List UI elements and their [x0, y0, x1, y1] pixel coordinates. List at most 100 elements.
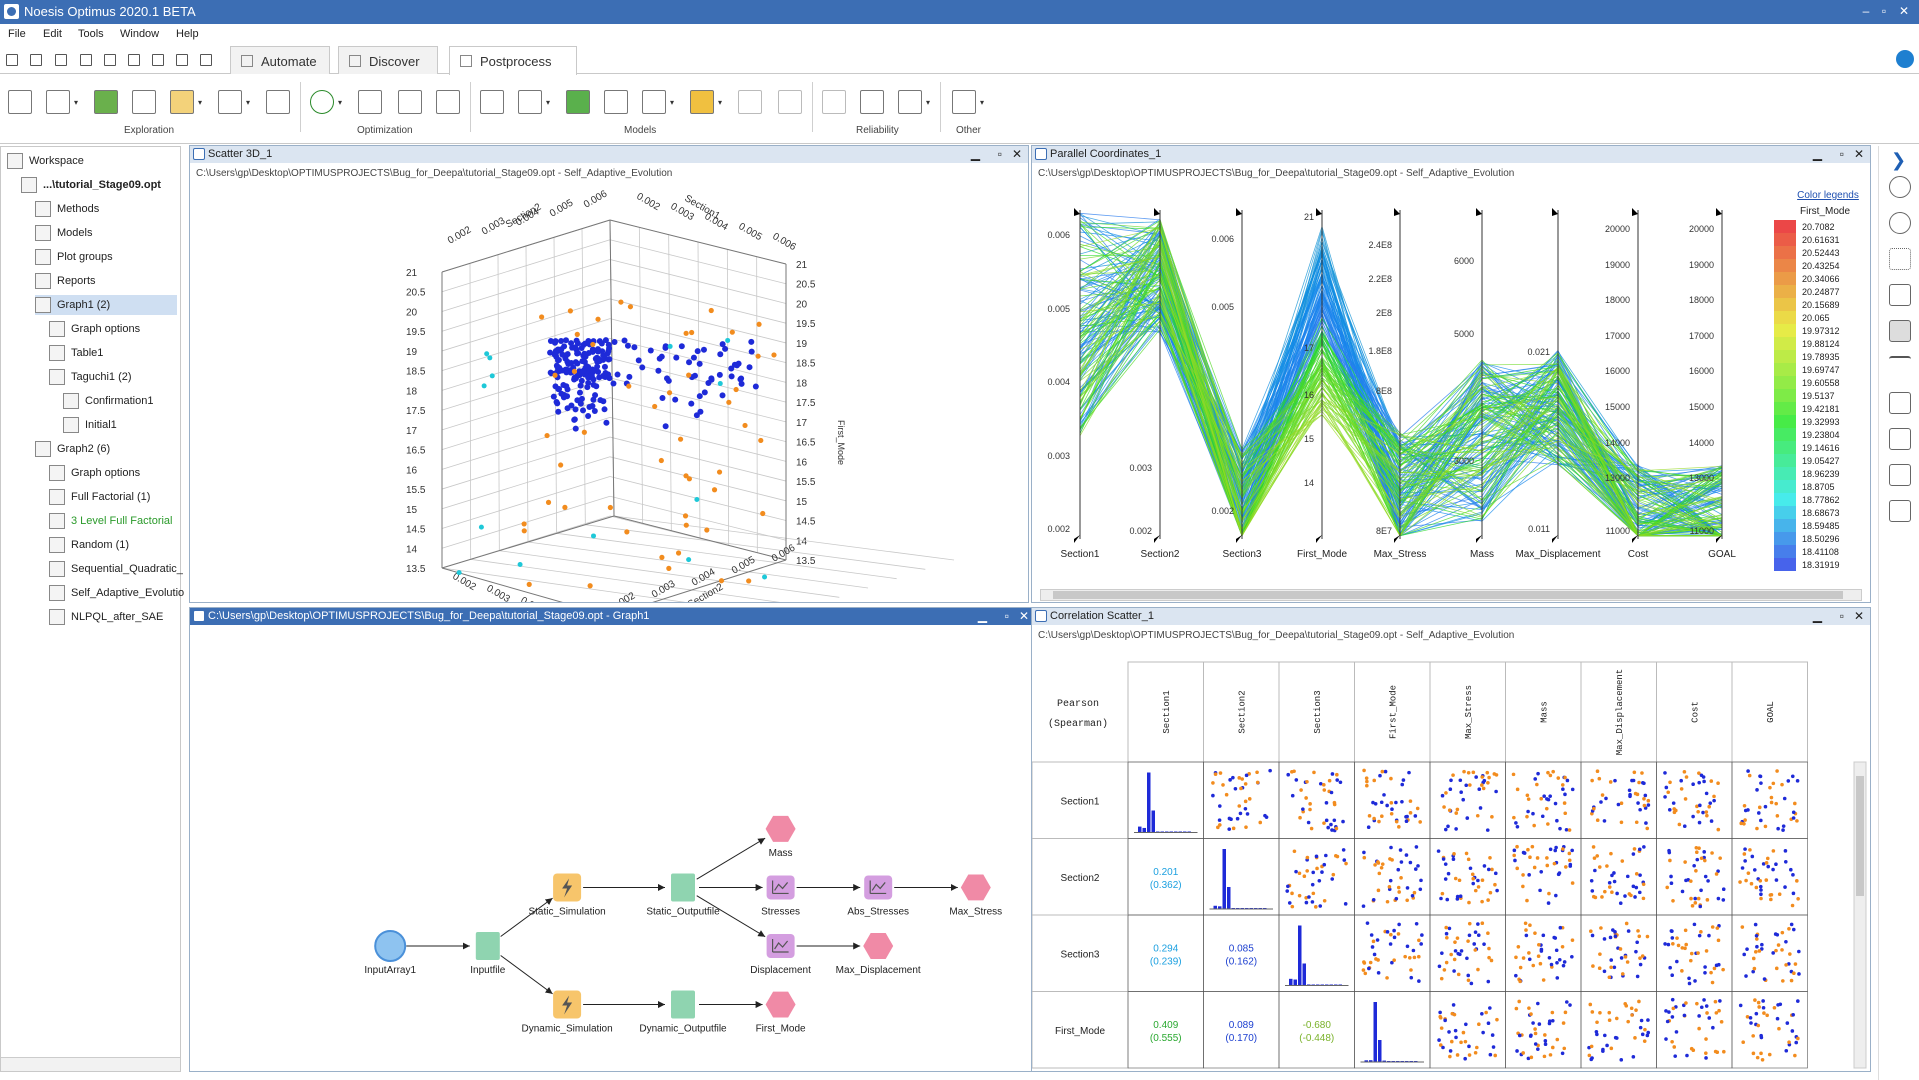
histogram-icon[interactable] [132, 90, 156, 114]
tree-item[interactable]: Confirmation1 [63, 391, 177, 411]
view-icon[interactable] [1889, 320, 1911, 342]
maximize-button[interactable]: ▫ [1881, 4, 1887, 18]
pan-icon[interactable] [1889, 284, 1911, 306]
open-folder-icon[interactable] [30, 54, 42, 66]
tree-item[interactable]: Workspace [7, 151, 177, 171]
model-table-icon[interactable] [566, 90, 590, 114]
tree-item[interactable]: 3 Level Full Factorial [49, 511, 177, 531]
menu-edit[interactable]: Edit [43, 28, 62, 40]
parallel-plot[interactable]: Section1 Section2 Section3 First_Mode Max_St… [1032, 184, 1870, 584]
menu-file[interactable]: File [8, 28, 26, 40]
tree-item[interactable]: Self_Adaptive_Evolutio [49, 583, 184, 603]
tree-item[interactable]: Full Factorial (1) [49, 487, 177, 507]
select-icon[interactable] [1889, 248, 1911, 270]
tree-item[interactable]: Reports [35, 271, 177, 291]
menu-tools[interactable]: Tools [78, 28, 104, 40]
copy-icon[interactable] [176, 54, 188, 66]
close-button[interactable]: ✕ [1898, 4, 1910, 18]
pareto-icon[interactable] [358, 90, 382, 114]
tree-item[interactable]: NLPQL_after_SAE [49, 607, 177, 627]
paint-icon[interactable] [1889, 392, 1911, 414]
reliability-scatter-icon[interactable] [898, 90, 922, 114]
close-panel-button[interactable]: ✕ [1011, 147, 1022, 161]
minimize-panel-button[interactable]: ▁ [1812, 609, 1822, 623]
gauge-icon[interactable] [310, 90, 334, 114]
new-file-icon[interactable] [6, 54, 18, 66]
scatter-point [1455, 1053, 1460, 1057]
scatter-icon[interactable] [218, 90, 242, 114]
minimize-panel-button[interactable]: ▁ [1812, 147, 1822, 161]
paste-icon[interactable] [200, 54, 212, 66]
scatter-point [1789, 867, 1793, 872]
close-panel-button[interactable]: ✕ [1853, 609, 1864, 623]
settings-icon[interactable] [152, 54, 164, 66]
reliability-bar-icon[interactable] [860, 90, 884, 114]
save-icon[interactable] [55, 54, 67, 66]
close-panel-button[interactable]: ✕ [1018, 609, 1029, 623]
maximize-panel-button[interactable]: ▫ [1839, 147, 1844, 161]
grid-line [726, 249, 730, 546]
tree-item[interactable]: Initial1 [63, 415, 177, 435]
tree-item[interactable]: Methods [35, 199, 177, 219]
tree-item[interactable]: Plot groups [35, 247, 177, 267]
tree-item[interactable]: Graph options [49, 463, 177, 483]
reliability-table-icon[interactable] [822, 90, 846, 114]
tree-node-icon [35, 273, 51, 289]
tab-discover[interactable]: Discover [338, 46, 438, 74]
residual-icon[interactable] [518, 90, 542, 114]
minimize-button[interactable]: – [1862, 4, 1870, 18]
scatter-3d-plot[interactable]: 212120.520.5202019.519.5191918.518.51818… [190, 180, 1028, 602]
minimize-panel-button[interactable]: ▁ [977, 609, 987, 623]
tree-item[interactable]: Models [35, 223, 177, 243]
surface-icon[interactable] [690, 90, 714, 114]
scrollbar-thumb[interactable] [1053, 591, 1843, 599]
bar-icon[interactable] [480, 90, 504, 114]
menu-help[interactable]: Help [176, 28, 199, 40]
model-3d-icon[interactable] [778, 90, 802, 114]
tab-automate[interactable]: Automate [230, 46, 330, 74]
tree-item[interactable]: Graph2 (6) [35, 439, 177, 459]
curve-icon[interactable] [642, 90, 666, 114]
minimize-panel-button[interactable]: ▁ [970, 147, 980, 161]
expand-icon[interactable]: ❯ [1891, 150, 1907, 170]
tree-item[interactable]: Random (1) [49, 535, 177, 555]
scatter-point [1487, 775, 1491, 780]
zoom-in-icon[interactable] [1889, 176, 1911, 198]
correlation-matrix[interactable]: Pearson(Spearman) Section1 Section2 Section… [1032, 644, 1870, 1072]
tree-item[interactable]: Taguchi1 (2) [49, 367, 177, 387]
tree-item[interactable]: Graph1 (2) [35, 295, 177, 315]
scatter-3d-icon[interactable] [266, 90, 290, 114]
horizontal-scrollbar[interactable] [1040, 589, 1862, 601]
model-line-icon[interactable] [738, 90, 762, 114]
layers-icon[interactable] [1889, 428, 1911, 450]
tree-item[interactable]: Table1 [49, 343, 177, 363]
maximize-panel-button[interactable]: ▫ [1839, 609, 1844, 623]
grid-icon[interactable] [604, 90, 628, 114]
optimization-hist-icon[interactable] [398, 90, 422, 114]
menu-icon[interactable] [1889, 356, 1911, 378]
tree-scrollbar[interactable] [1, 1057, 180, 1071]
menu-window[interactable]: Window [120, 28, 160, 40]
optimization-path-icon[interactable] [436, 90, 460, 114]
print-icon[interactable] [104, 54, 116, 66]
contour-icon[interactable] [170, 90, 194, 114]
table-icon[interactable] [8, 90, 32, 114]
maximize-panel-button[interactable]: ▫ [997, 147, 1002, 161]
tile-icon[interactable] [1889, 464, 1911, 486]
scatter-matrix-icon[interactable] [46, 90, 70, 114]
tree-item[interactable]: Sequential_Quadratic_ [49, 559, 183, 579]
scatter-point [1640, 1032, 1645, 1037]
brush-icon[interactable] [128, 54, 140, 66]
tree-item[interactable]: ...\tutorial_Stage09.opt [21, 175, 177, 195]
close-panel-button[interactable]: ✕ [1853, 147, 1864, 161]
workflow-node-label: InputArray1 [364, 965, 416, 976]
heatmap-icon[interactable] [94, 90, 118, 114]
maximize-panel-button[interactable]: ▫ [1004, 609, 1009, 623]
zoom-out-icon[interactable] [1889, 212, 1911, 234]
tab-postprocess[interactable]: Postprocess [449, 46, 577, 75]
tree-item[interactable]: Graph options [49, 319, 177, 339]
edit-icon[interactable] [80, 54, 92, 66]
other-chart-icon[interactable] [952, 90, 976, 114]
preview-icon[interactable] [1889, 500, 1911, 522]
